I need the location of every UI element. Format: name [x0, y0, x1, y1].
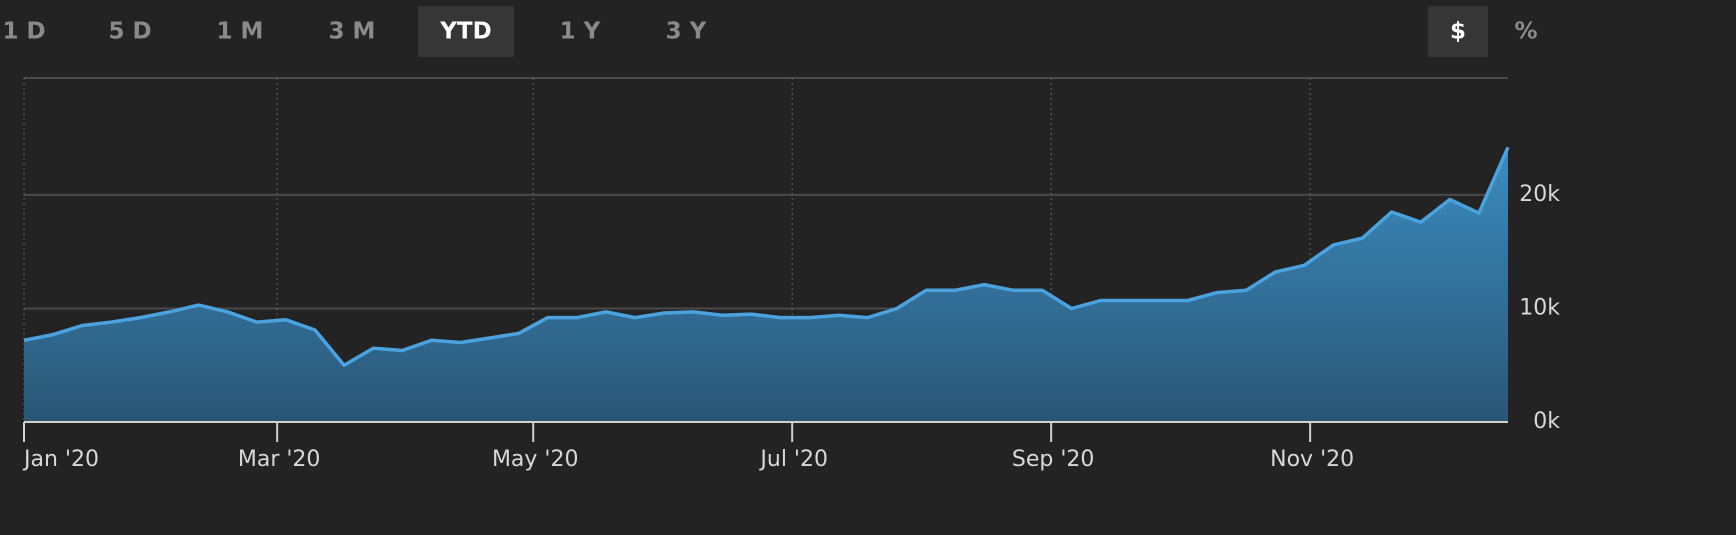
range-button[interactable]: 3 Y: [666, 19, 707, 45]
range-button[interactable]: 1 D: [2, 19, 45, 45]
unit-button[interactable]: %: [1514, 19, 1537, 45]
range-button[interactable]: 1 Y: [560, 19, 601, 45]
y-tick-label: 10k: [1519, 295, 1560, 320]
range-button[interactable]: 3 M: [329, 19, 376, 45]
y-tick-label: 0k: [1533, 409, 1560, 434]
range-button-bg[interactable]: [418, 6, 514, 57]
x-tick-label: Sep '20: [1012, 447, 1095, 472]
y-tick-label: 20k: [1519, 182, 1560, 207]
range-button[interactable]: 5 D: [108, 19, 151, 45]
x-tick-label: Jan '20: [22, 447, 99, 472]
unit-button[interactable]: $: [1450, 19, 1466, 45]
range-button[interactable]: 1 M: [217, 19, 264, 45]
line: [23, 146, 1510, 367]
x-tick-label: Nov '20: [1270, 447, 1354, 472]
unit-button-bg[interactable]: [1428, 6, 1488, 57]
x-tick-label: May '20: [492, 447, 579, 472]
x-tick-label: Jul '20: [758, 447, 828, 472]
x-tick-label: Mar '20: [238, 447, 321, 472]
area: [24, 147, 1508, 423]
range-button[interactable]: YTD: [439, 19, 491, 45]
